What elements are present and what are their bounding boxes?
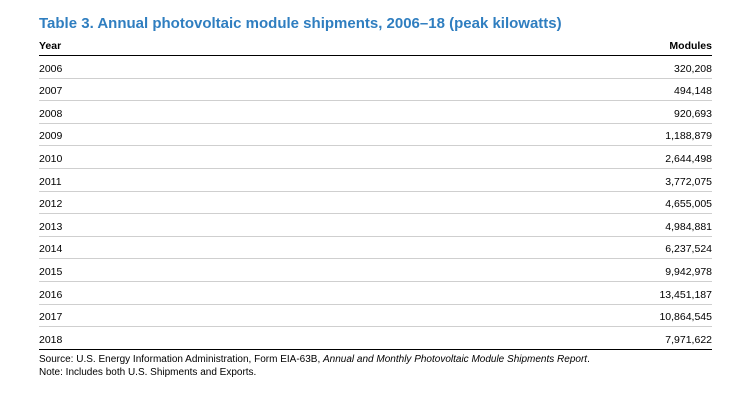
table-row: 2012 4,655,005 bbox=[39, 192, 712, 215]
table-row: 2010 2,644,498 bbox=[39, 146, 712, 169]
table-header-row: Year Modules bbox=[39, 37, 712, 56]
year-cell: 2009 bbox=[39, 130, 63, 143]
year-cell: 2013 bbox=[39, 220, 63, 233]
modules-cell: 1,188,879 bbox=[665, 130, 712, 143]
modules-cell: 4,655,005 bbox=[665, 198, 712, 211]
table-row: 2018 7,971,622 bbox=[39, 327, 712, 350]
table-row: 2009 1,188,879 bbox=[39, 124, 712, 147]
table-row: 2013 4,984,881 bbox=[39, 214, 712, 237]
table-row: 2011 3,772,075 bbox=[39, 169, 712, 192]
year-cell: 2012 bbox=[39, 198, 63, 211]
year-cell: 2014 bbox=[39, 243, 63, 256]
year-cell: 2006 bbox=[39, 62, 63, 75]
modules-cell: 6,237,524 bbox=[665, 243, 712, 256]
year-cell: 2016 bbox=[39, 288, 63, 301]
modules-cell: 3,772,075 bbox=[665, 175, 712, 188]
modules-cell: 2,644,498 bbox=[665, 152, 712, 165]
modules-column-header: Modules bbox=[669, 40, 712, 52]
table-notes: Source: U.S. Energy Information Administ… bbox=[39, 353, 712, 380]
table-row: 2008 920,693 bbox=[39, 101, 712, 124]
table-row: 2016 13,451,187 bbox=[39, 282, 712, 305]
table-row: 2017 10,864,545 bbox=[39, 305, 712, 328]
modules-cell: 4,984,881 bbox=[665, 220, 712, 233]
source-report-title: Annual and Monthly Photovoltaic Module S… bbox=[323, 353, 588, 365]
modules-cell: 9,942,978 bbox=[665, 265, 712, 278]
table-row: 2014 6,237,524 bbox=[39, 237, 712, 260]
year-cell: 2011 bbox=[39, 175, 62, 188]
year-cell: 2007 bbox=[39, 85, 63, 98]
modules-cell: 494,148 bbox=[674, 85, 712, 98]
table-row: 2006 320,208 bbox=[39, 56, 712, 79]
year-cell: 2010 bbox=[39, 152, 63, 165]
year-cell: 2008 bbox=[39, 107, 63, 120]
year-cell: 2017 bbox=[39, 311, 63, 324]
year-column-header: Year bbox=[39, 40, 62, 52]
modules-cell: 13,451,187 bbox=[659, 288, 712, 301]
source-suffix: . bbox=[587, 353, 590, 365]
year-cell: 2018 bbox=[39, 333, 63, 346]
table-row: 2007 494,148 bbox=[39, 79, 712, 102]
source-note: Source: U.S. Energy Information Administ… bbox=[39, 353, 712, 367]
year-cell: 2015 bbox=[39, 265, 63, 278]
source-prefix: Source: U.S. Energy Information Administ… bbox=[39, 353, 324, 365]
table-row: 2015 9,942,978 bbox=[39, 259, 712, 282]
modules-cell: 920,693 bbox=[674, 107, 712, 120]
footnote: Note: Includes both U.S. Shipments and E… bbox=[39, 367, 257, 379]
table-body: 2006 320,208 2007 494,148 2008 920,693 2009… bbox=[39, 56, 712, 350]
table-title: Table 3. Annual photovoltaic module ship… bbox=[39, 15, 562, 32]
modules-cell: 7,971,622 bbox=[665, 333, 712, 346]
shipments-table: Year Modules 2006 320,208 2007 494,148 200… bbox=[39, 37, 712, 380]
modules-cell: 10,864,545 bbox=[659, 311, 712, 324]
modules-cell: 320,208 bbox=[674, 62, 712, 75]
